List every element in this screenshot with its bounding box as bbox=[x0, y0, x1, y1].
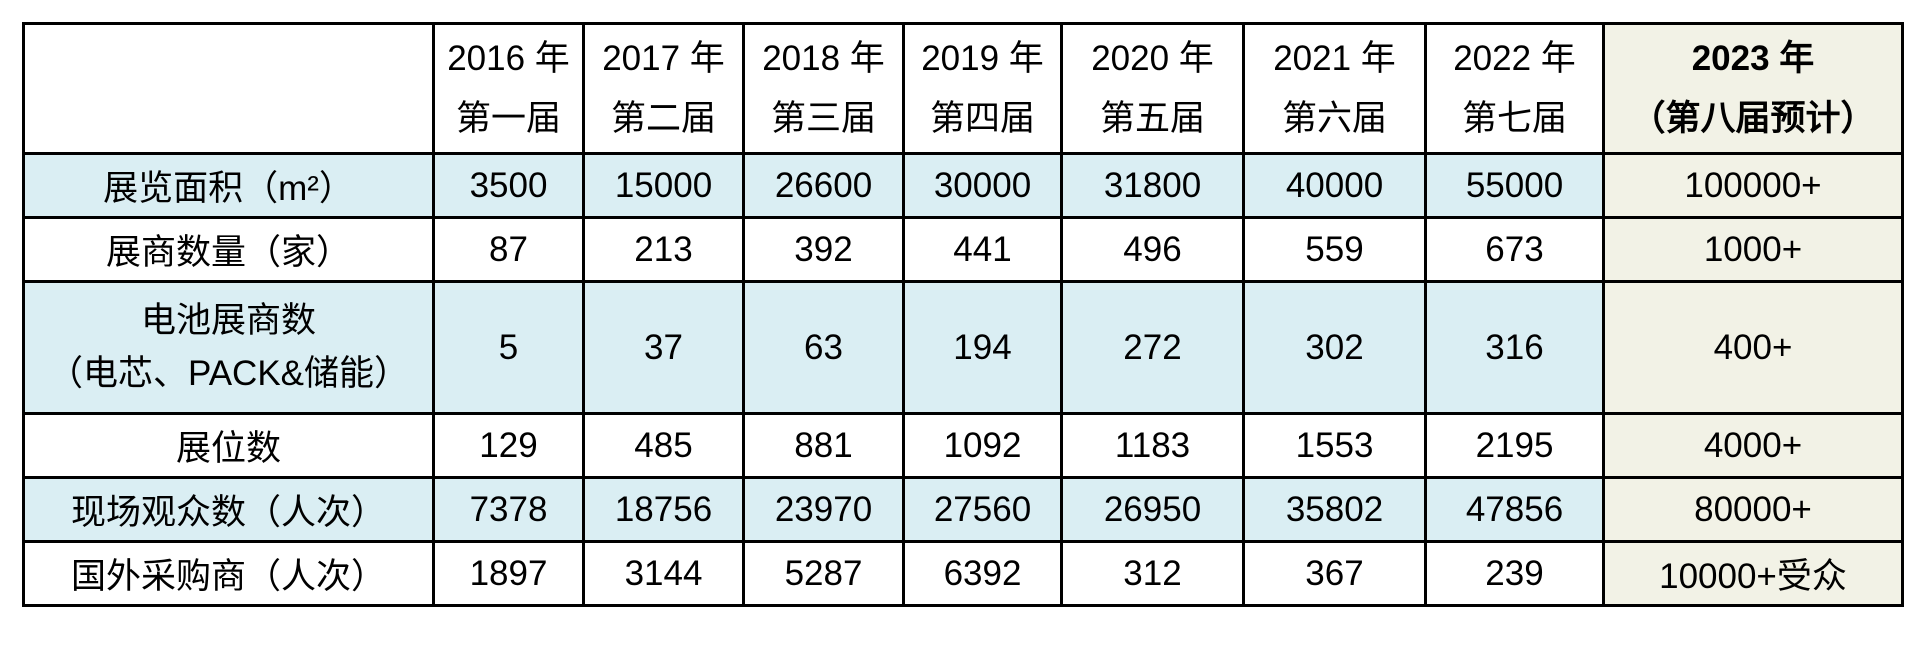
stats-table: 2016 年 第一届 2017 年 第二届 2018 年 第三届 2019 年 … bbox=[22, 22, 1904, 607]
header-edition: （第八届预计） bbox=[1630, 98, 1876, 138]
table-row-exhibitor-count: 展商数量（家） 87 213 392 441 496 559 673 1000+ bbox=[22, 216, 1904, 283]
table-cell: 3144 bbox=[582, 540, 745, 607]
table-row-onsite-visitors: 现场观众数（人次） 7378 18756 23970 27560 26950 3… bbox=[22, 476, 1904, 543]
row-label: 国外采购商（人次） bbox=[22, 540, 435, 607]
table-cell: 5287 bbox=[742, 540, 905, 607]
table-row-exhibition-area: 展览面积（m²） 3500 15000 26600 30000 31800 40… bbox=[22, 152, 1904, 219]
table-row-battery-exhibitors: 电池展商数 （电芯、PACK&储能） 5 37 63 194 272 302 3… bbox=[22, 280, 1904, 415]
table-cell: 673 bbox=[1424, 216, 1605, 283]
table-cell: 239 bbox=[1424, 540, 1605, 607]
table-cell-forecast: 1000+ bbox=[1602, 216, 1904, 283]
table-cell: 312 bbox=[1060, 540, 1245, 607]
header-year: 2020 年 bbox=[1091, 39, 1214, 78]
table-cell: 26950 bbox=[1060, 476, 1245, 543]
column-header-2022: 2022 年 第七届 bbox=[1424, 22, 1605, 155]
table-cell: 18756 bbox=[582, 476, 745, 543]
table-cell: 40000 bbox=[1242, 152, 1427, 219]
table-cell-forecast: 4000+ bbox=[1602, 412, 1904, 479]
header-year: 2021 年 bbox=[1273, 39, 1396, 78]
header-edition: 第五届 bbox=[1099, 98, 1205, 138]
column-header-2018: 2018 年 第三届 bbox=[742, 22, 905, 155]
row-label: 展览面积（m²） bbox=[22, 152, 435, 219]
table-cell-forecast: 80000+ bbox=[1602, 476, 1904, 543]
row-label: 展位数 bbox=[22, 412, 435, 479]
table-cell: 5 bbox=[432, 280, 585, 415]
table-cell: 26600 bbox=[742, 152, 905, 219]
column-header-2016: 2016 年 第一届 bbox=[432, 22, 585, 155]
column-header-2023-forecast: 2023 年 （第八届预计） bbox=[1602, 22, 1904, 155]
header-edition: 第四届 bbox=[929, 98, 1035, 138]
table-cell: 441 bbox=[902, 216, 1063, 283]
table-cell: 1092 bbox=[902, 412, 1063, 479]
column-header-2017: 2017 年 第二届 bbox=[582, 22, 745, 155]
table-cell: 129 bbox=[432, 412, 585, 479]
table-cell: 37 bbox=[582, 280, 745, 415]
table-cell: 485 bbox=[582, 412, 745, 479]
table-cell: 3500 bbox=[432, 152, 585, 219]
table-cell: 1183 bbox=[1060, 412, 1245, 479]
table-cell: 367 bbox=[1242, 540, 1427, 607]
table-cell: 47856 bbox=[1424, 476, 1605, 543]
table-cell-forecast: 10000+受众 bbox=[1602, 540, 1904, 607]
table-cell: 27560 bbox=[902, 476, 1063, 543]
column-header-2020: 2020 年 第五届 bbox=[1060, 22, 1245, 155]
table-cell: 272 bbox=[1060, 280, 1245, 415]
header-year: 2023 年 bbox=[1691, 39, 1815, 78]
table-cell: 55000 bbox=[1424, 152, 1605, 219]
table-cell: 881 bbox=[742, 412, 905, 479]
header-edition: 第二届 bbox=[610, 98, 716, 138]
table-cell-forecast: 400+ bbox=[1602, 280, 1904, 415]
exhibition-stats-table: 2016 年 第一届 2017 年 第二届 2018 年 第三届 2019 年 … bbox=[22, 22, 1904, 607]
table-cell: 392 bbox=[742, 216, 905, 283]
header-year: 2016 年 bbox=[447, 39, 570, 78]
table-cell: 302 bbox=[1242, 280, 1427, 415]
table-cell: 35802 bbox=[1242, 476, 1427, 543]
row-label-line1: 电池展商数 bbox=[140, 301, 316, 340]
corner-cell bbox=[22, 22, 435, 155]
header-edition: 第六届 bbox=[1281, 98, 1387, 138]
table-cell: 87 bbox=[432, 216, 585, 283]
table-cell: 194 bbox=[902, 280, 1063, 415]
header-year: 2022 年 bbox=[1453, 39, 1576, 78]
table-cell: 23970 bbox=[742, 476, 905, 543]
table-row-overseas-buyers: 国外采购商（人次） 1897 3144 5287 6392 312 367 23… bbox=[22, 540, 1904, 607]
column-header-2019: 2019 年 第四届 bbox=[902, 22, 1063, 155]
header-edition: 第三届 bbox=[770, 98, 876, 138]
header-year: 2018 年 bbox=[762, 39, 885, 78]
table-cell: 316 bbox=[1424, 280, 1605, 415]
table-row-booth-count: 展位数 129 485 881 1092 1183 1553 2195 4000… bbox=[22, 412, 1904, 479]
table-cell: 7378 bbox=[432, 476, 585, 543]
header-edition: 第一届 bbox=[455, 98, 561, 138]
table-cell: 1553 bbox=[1242, 412, 1427, 479]
table-cell: 31800 bbox=[1060, 152, 1245, 219]
row-label-line2: （电芯、PACK&储能） bbox=[47, 353, 410, 393]
table-cell: 63 bbox=[742, 280, 905, 415]
table-cell: 1897 bbox=[432, 540, 585, 607]
table-cell: 15000 bbox=[582, 152, 745, 219]
column-header-2021: 2021 年 第六届 bbox=[1242, 22, 1427, 155]
header-year: 2017 年 bbox=[602, 39, 725, 78]
header-edition: 第七届 bbox=[1461, 98, 1567, 138]
table-cell: 30000 bbox=[902, 152, 1063, 219]
table-cell: 2195 bbox=[1424, 412, 1605, 479]
table-cell: 213 bbox=[582, 216, 745, 283]
header-year: 2019 年 bbox=[921, 39, 1044, 78]
table-cell: 496 bbox=[1060, 216, 1245, 283]
header-row: 2016 年 第一届 2017 年 第二届 2018 年 第三届 2019 年 … bbox=[22, 22, 1904, 155]
table-cell-forecast: 100000+ bbox=[1602, 152, 1904, 219]
row-label: 展商数量（家） bbox=[22, 216, 435, 283]
table-cell: 559 bbox=[1242, 216, 1427, 283]
row-label: 现场观众数（人次） bbox=[22, 476, 435, 543]
row-label: 电池展商数 （电芯、PACK&储能） bbox=[22, 280, 435, 415]
table-cell: 6392 bbox=[902, 540, 1063, 607]
